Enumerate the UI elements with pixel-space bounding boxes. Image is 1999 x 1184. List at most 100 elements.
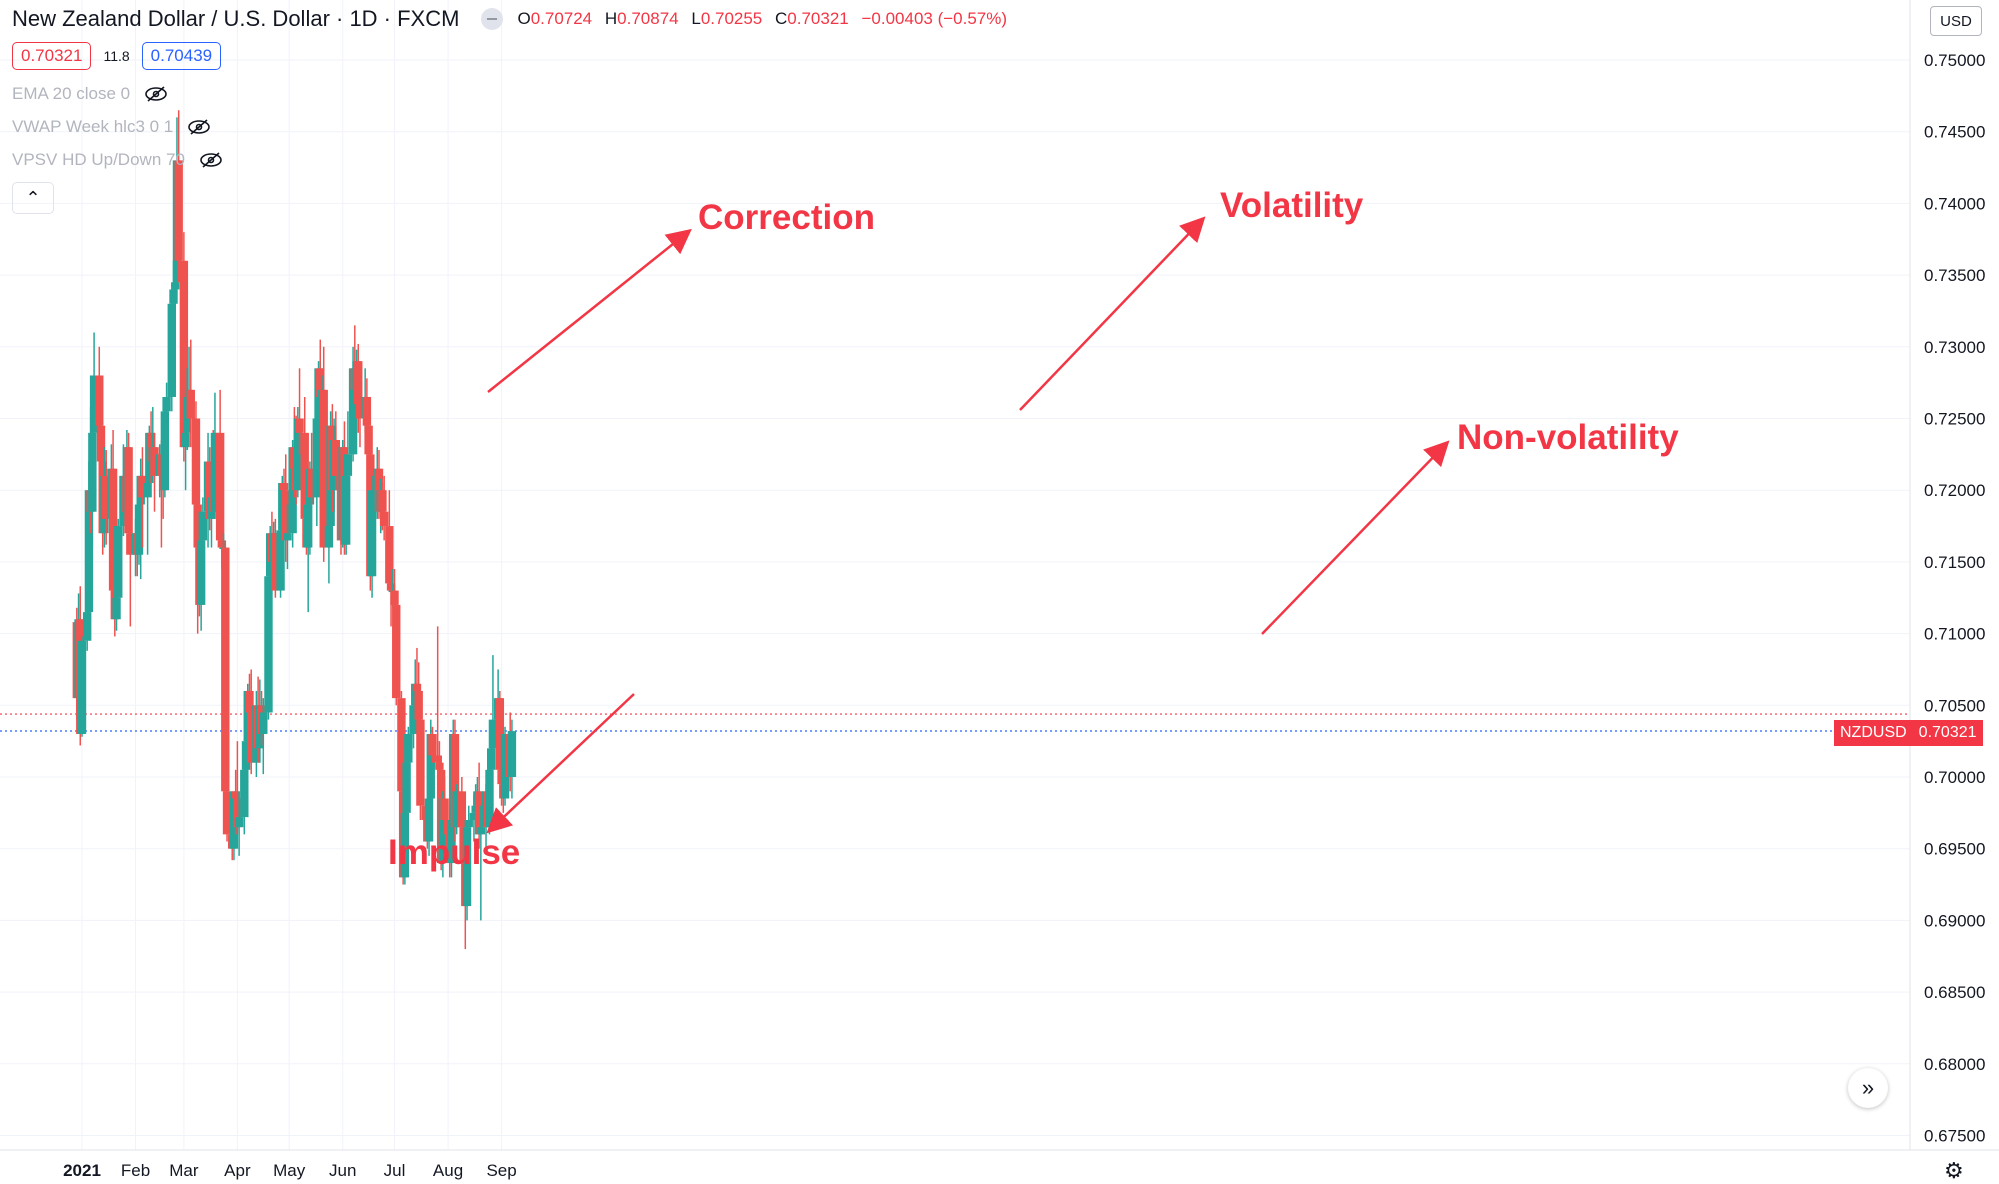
candle-body — [283, 533, 292, 541]
candle-body — [343, 454, 353, 476]
candle-body — [217, 540, 227, 548]
candle — [160, 407, 170, 498]
arrow-correction — [487, 228, 692, 393]
candle — [312, 407, 322, 527]
y-tick-label: 0.73000 — [1924, 338, 1985, 357]
candle-body — [385, 526, 394, 584]
candle — [341, 468, 351, 555]
candle — [215, 389, 225, 541]
candle-body — [500, 733, 510, 799]
candlestick-series — [72, 110, 517, 950]
candle — [134, 501, 144, 565]
last-price-tag: NZDUSD 0.70321 — [1834, 720, 1983, 746]
y-tick-label: 0.71000 — [1924, 625, 1985, 644]
candle-body — [215, 432, 225, 541]
annotation-arrows — [486, 216, 1450, 834]
candle-body — [462, 827, 472, 907]
close-value: 0.70321 — [787, 9, 849, 28]
sell-price-button[interactable]: 0.70321 — [12, 42, 92, 70]
candle — [234, 791, 244, 856]
candle — [174, 110, 183, 283]
candle — [385, 490, 394, 591]
candle — [416, 712, 425, 821]
candle-body — [124, 447, 133, 534]
candle-body — [362, 396, 372, 426]
candle-body — [331, 440, 341, 476]
candle — [487, 741, 496, 789]
candle-body — [386, 583, 396, 591]
collapse-indicators-button[interactable]: ⌃ — [12, 182, 54, 214]
candle — [324, 518, 334, 584]
symbol-menu-icon[interactable] — [481, 8, 504, 30]
candle — [424, 791, 434, 856]
candle-body — [160, 411, 170, 491]
candle-body — [300, 432, 309, 519]
candle-body — [397, 698, 406, 792]
eye-off-icon[interactable] — [144, 86, 168, 102]
candle-body — [247, 712, 256, 763]
candle — [210, 392, 220, 519]
indicator-ema[interactable]: EMA 20 close 0 — [12, 84, 168, 104]
price-tag-symbol: NZDUSD — [1840, 724, 1907, 741]
candle-body — [143, 483, 152, 498]
candle-body — [438, 798, 448, 864]
candle — [452, 784, 461, 835]
candle-body — [96, 425, 106, 462]
candle-body — [245, 690, 254, 713]
candle-body — [264, 576, 273, 713]
candle — [167, 296, 176, 412]
candle-body — [416, 719, 425, 806]
candle — [271, 518, 280, 598]
spread-value: 11.8 — [103, 48, 130, 64]
candle-body — [464, 820, 473, 828]
gear-icon[interactable]: ⚙ — [1944, 1158, 1964, 1183]
candle-body — [485, 769, 494, 828]
scroll-to-realtime-button[interactable]: » — [1848, 1068, 1888, 1108]
candle-body — [303, 504, 313, 548]
candle-body — [440, 798, 449, 821]
indicator-vpsv[interactable]: VPSV HD Up/Down 70 — [12, 150, 223, 170]
y-tick-label: 0.69000 — [1924, 911, 1985, 930]
eye-off-icon[interactable] — [199, 152, 223, 168]
candle-body — [150, 447, 159, 476]
buy-price-button[interactable]: 0.70439 — [141, 42, 222, 70]
time-axis[interactable]: 2021 Feb Mar Apr May Jun Jul Aug Sep — [0, 1149, 1999, 1180]
candle — [464, 805, 473, 849]
candle-body — [450, 733, 460, 828]
candle — [392, 597, 401, 706]
price-axis[interactable]: 0.75000 0.74500 0.74000 0.73500 0.73000 0.725… — [1909, 0, 1985, 1150]
low-label: L — [691, 9, 701, 28]
candle-body — [196, 540, 206, 605]
currency-button[interactable]: USD — [1930, 6, 1982, 36]
x-tick-label: Feb — [121, 1161, 150, 1180]
symbol-title[interactable]: New Zealand Dollar / U.S. Dollar · 1D · … — [12, 6, 460, 31]
x-tick-label: Aug — [433, 1161, 463, 1180]
candle-body — [452, 791, 461, 828]
chevron-up-icon: ⌃ — [25, 187, 41, 208]
indicator-vwap[interactable]: VWAP Week hlc3 0 1 — [12, 117, 211, 137]
ohlc-values: O0.70724 H0.70874 L0.70255 C0.70321 −0.0… — [517, 9, 1007, 29]
eye-off-icon[interactable] — [187, 119, 211, 135]
candle — [276, 526, 285, 598]
candle-body — [259, 712, 268, 734]
candle — [150, 432, 159, 512]
price-lines — [0, 713, 1910, 732]
y-tick-label: 0.75000 — [1924, 51, 1985, 70]
candle-body — [281, 490, 290, 541]
candle — [198, 497, 208, 570]
candle-body — [171, 282, 180, 290]
candle — [143, 472, 152, 555]
candle — [319, 346, 328, 562]
candle — [428, 726, 437, 763]
candle — [196, 526, 206, 631]
candle — [222, 774, 232, 842]
candle-body — [101, 475, 111, 519]
candle-body — [234, 817, 244, 828]
candle — [162, 382, 171, 448]
candle-body — [355, 404, 365, 419]
candle — [367, 475, 377, 598]
candle-body — [354, 361, 363, 405]
candle-body — [126, 533, 135, 555]
candle — [114, 518, 123, 608]
